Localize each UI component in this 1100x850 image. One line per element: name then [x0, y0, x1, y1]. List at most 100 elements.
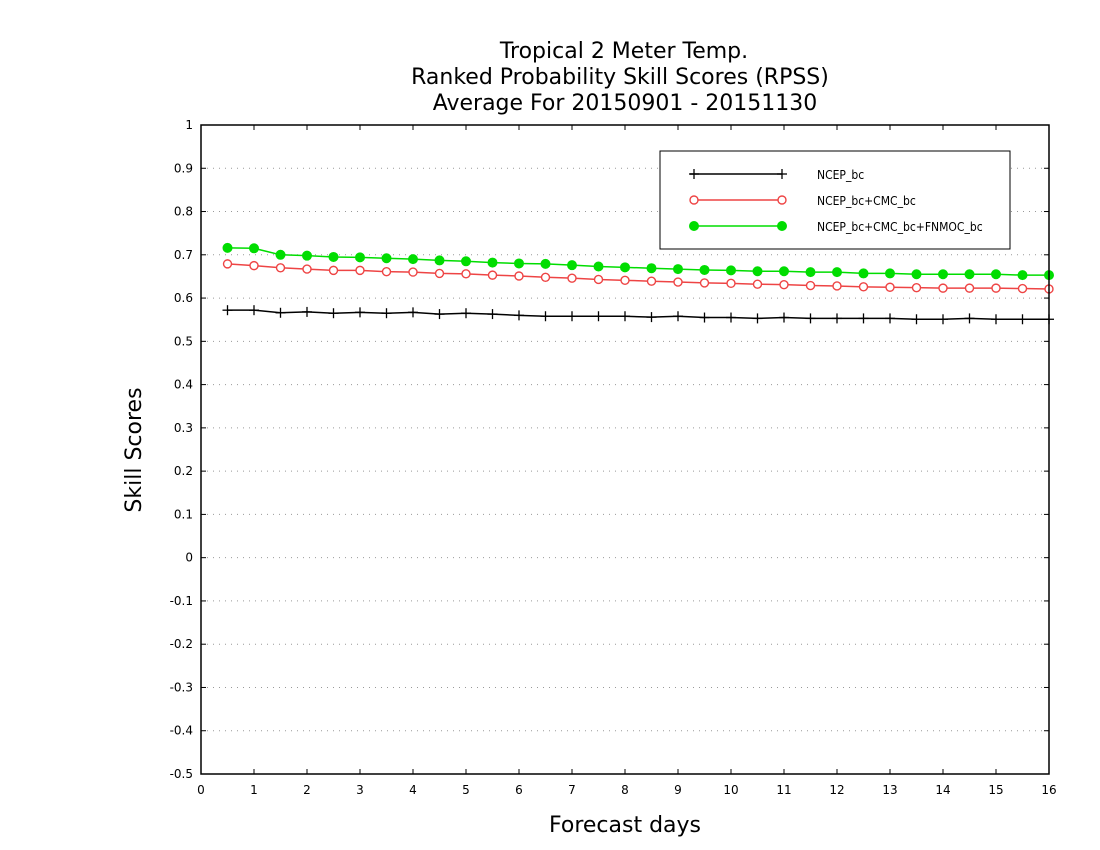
data-point	[779, 312, 789, 323]
y-tick-label: 0.8	[174, 205, 193, 219]
x-tick-label: 16	[1041, 783, 1056, 797]
data-point	[487, 309, 498, 320]
data-point	[991, 314, 1001, 325]
data-point	[646, 263, 657, 274]
data-point	[434, 309, 445, 320]
y-tick-label: 0.4	[174, 378, 193, 392]
x-tick-label: 4	[409, 783, 417, 797]
data-point	[726, 312, 736, 323]
data-point	[832, 281, 842, 291]
legend-label: NCEP_bc	[817, 168, 864, 182]
data-point	[832, 267, 842, 278]
data-point	[777, 195, 787, 205]
data-point	[620, 275, 630, 286]
data-point	[567, 260, 577, 271]
series-layer	[222, 242, 1054, 325]
data-point	[673, 311, 683, 322]
x-tick-label: 7	[568, 783, 576, 797]
data-point	[275, 249, 286, 260]
data-point	[593, 261, 604, 272]
data-point	[408, 307, 418, 318]
data-point	[593, 311, 604, 322]
data-point	[1017, 270, 1028, 281]
data-point	[911, 314, 922, 325]
data-point	[991, 283, 1001, 293]
data-point	[991, 269, 1001, 280]
y-tick-label: -0.3	[170, 680, 193, 694]
series-line	[227, 309, 1049, 321]
data-point	[461, 308, 471, 319]
data-point	[222, 305, 233, 316]
data-point	[777, 169, 787, 179]
chart-title-line-2: Ranked Probability Skill Scores (RPSS)	[411, 65, 829, 90]
data-point	[646, 276, 657, 286]
y-tick-label: 0.3	[174, 421, 193, 435]
data-point	[540, 311, 551, 322]
data-point	[355, 307, 365, 318]
chart-title: Tropical 2 Meter Temp. Ranked Probabilit…	[411, 39, 829, 116]
data-point	[461, 269, 471, 279]
data-point	[620, 311, 630, 322]
data-point	[752, 279, 763, 289]
x-tick-label: 10	[723, 783, 738, 797]
y-tick-label: -0.1	[170, 594, 193, 608]
data-point	[249, 260, 259, 271]
legend-entry: NCEP_bc+CMC_bc+FNMOC_bc	[689, 220, 983, 234]
data-point	[567, 273, 577, 283]
chart-title-line-3: Average For 20150901 - 20151130	[433, 91, 818, 116]
data-point	[302, 250, 312, 261]
data-point	[964, 269, 975, 280]
data-point	[938, 314, 948, 325]
y-tick-label: 0.9	[174, 161, 193, 175]
data-point	[805, 280, 816, 291]
data-point	[408, 254, 418, 265]
data-point	[752, 266, 763, 277]
series-3	[222, 242, 1054, 281]
data-point	[249, 305, 259, 316]
legend-label: NCEP_bc+CMC_bc	[817, 194, 916, 208]
data-point	[222, 242, 233, 253]
y-tick-label: 0.2	[174, 464, 193, 478]
data-point	[673, 264, 683, 275]
data-point	[726, 278, 736, 289]
data-point	[938, 269, 948, 280]
data-point	[779, 279, 789, 290]
y-tick-label: 0	[185, 551, 193, 565]
data-point	[689, 221, 699, 231]
data-point	[593, 274, 604, 285]
data-point	[540, 258, 551, 269]
data-point	[434, 268, 445, 279]
data-point	[938, 283, 948, 293]
data-point	[328, 265, 339, 276]
data-point	[964, 283, 975, 293]
series-1	[222, 305, 1054, 325]
data-point	[726, 265, 736, 276]
data-point	[540, 272, 551, 282]
data-point	[434, 255, 445, 266]
data-point	[689, 195, 699, 205]
data-point	[328, 251, 339, 262]
data-point	[673, 277, 683, 287]
y-tick-label: -0.5	[170, 767, 193, 781]
data-point	[328, 308, 339, 319]
data-point	[1017, 283, 1028, 294]
data-point	[752, 313, 763, 324]
data-point	[275, 263, 286, 273]
y-tick-label: 0.6	[174, 291, 193, 305]
data-point	[911, 269, 922, 280]
data-point	[832, 313, 842, 324]
y-axis-title: Skill Scores	[122, 387, 147, 512]
x-tick-label: 6	[515, 783, 523, 797]
data-point	[964, 313, 975, 324]
x-tick-label: 3	[356, 783, 364, 797]
data-point	[779, 266, 789, 277]
data-point	[699, 264, 710, 275]
data-point	[911, 282, 922, 293]
data-point	[222, 259, 233, 269]
data-point	[858, 268, 869, 279]
x-tick-label: 14	[935, 783, 950, 797]
x-tick-label: 11	[776, 783, 791, 797]
x-tick-label: 12	[829, 783, 844, 797]
data-point	[885, 268, 895, 279]
